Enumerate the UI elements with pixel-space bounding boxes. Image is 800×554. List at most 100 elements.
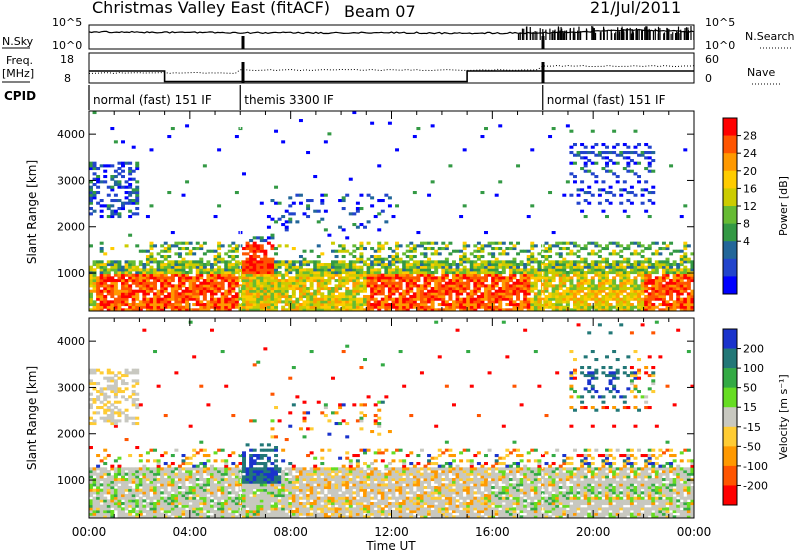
power-cell [380,257,385,261]
power-cell [249,279,254,283]
power-cell [210,289,214,293]
power-cell [494,247,499,251]
velocity-cell [270,494,275,498]
velocity-cell [259,504,264,508]
power-cell [92,164,97,168]
power-cell [651,265,656,269]
power-cell [96,185,101,189]
velocity-cell [135,512,140,516]
power-cell [138,284,143,288]
power-cell [512,271,517,275]
power-cell [583,215,588,219]
power-cell [195,271,200,275]
power-cell [608,241,613,245]
power-cell [683,303,688,307]
power-cell [555,244,560,248]
power-cell [473,289,478,293]
power-cell [508,303,513,307]
power-cell [633,276,638,280]
power-cell [594,180,599,184]
power-cell [277,273,282,277]
power-cell [331,271,335,275]
power-cell [153,303,158,307]
power-cell [135,303,140,307]
power-cell [516,287,521,291]
velocity-cell [167,480,172,484]
power-cell [355,287,360,291]
power-cell [302,249,307,253]
power-cell [355,289,360,293]
velocity-cell [199,507,204,511]
power-cell [99,297,104,301]
velocity-cell [177,507,182,511]
power-cell [583,305,588,309]
power-cell [302,289,307,293]
velocity-cell [252,512,257,516]
velocity-cell [192,510,197,514]
power-cell [455,287,460,291]
power-cell [423,260,428,264]
power-cell [217,308,222,312]
power-cell [473,271,478,275]
power-cell [92,308,97,312]
power-cell [245,252,250,256]
velocity-cell [138,507,143,511]
power-cell [476,247,481,251]
velocity-cell [181,496,186,500]
velocity-cell [206,467,211,471]
power-cell [540,281,545,285]
power-cell [441,241,446,245]
power-cell [462,260,467,264]
power-cell [242,281,246,285]
power-cell [291,292,296,296]
power-cell [181,281,186,285]
power-cell [640,303,645,307]
power-cell [135,207,140,211]
power-cell [526,255,531,259]
power-cell [629,284,634,288]
power-cell [149,257,154,261]
power-cell [601,209,606,213]
power-cell [391,289,396,293]
power-cell [210,303,214,307]
velocity-cell [238,462,243,466]
velocity-cell [259,496,264,500]
power-cell [281,276,286,280]
power-cell [138,249,143,253]
power-cell [398,244,403,248]
power-cell [377,308,382,312]
power-cell [437,287,442,291]
power-cell [590,297,595,301]
velocity-cell [224,486,229,490]
power-cell [544,271,549,275]
power-cell [387,281,392,285]
power-cell [170,265,175,269]
velocity-cell [113,400,118,404]
power-cell [242,292,246,296]
velocity-cell [210,472,214,476]
power-cell [530,265,535,269]
power-cell [256,289,261,293]
power-cell [259,265,264,269]
power-cell [484,127,488,131]
velocity-cell [99,390,104,394]
velocity-cell [89,382,93,386]
velocity-cell [174,496,179,500]
velocity-cell [89,406,93,410]
power-cell [622,303,627,307]
power-cell [117,279,122,283]
power-cell [434,295,439,299]
velocity-cell [252,419,257,423]
power-cell [348,212,353,216]
velocity-cell [217,483,222,487]
velocity-cell [202,502,207,506]
power-cell [409,271,414,275]
power-cell [313,300,318,304]
velocity-cell [138,510,143,514]
velocity-cell [110,387,115,391]
power-cell [562,292,567,296]
power-cell [597,244,602,248]
power-cell [597,287,602,291]
power-cell [331,273,335,277]
velocity-cell [121,374,125,378]
